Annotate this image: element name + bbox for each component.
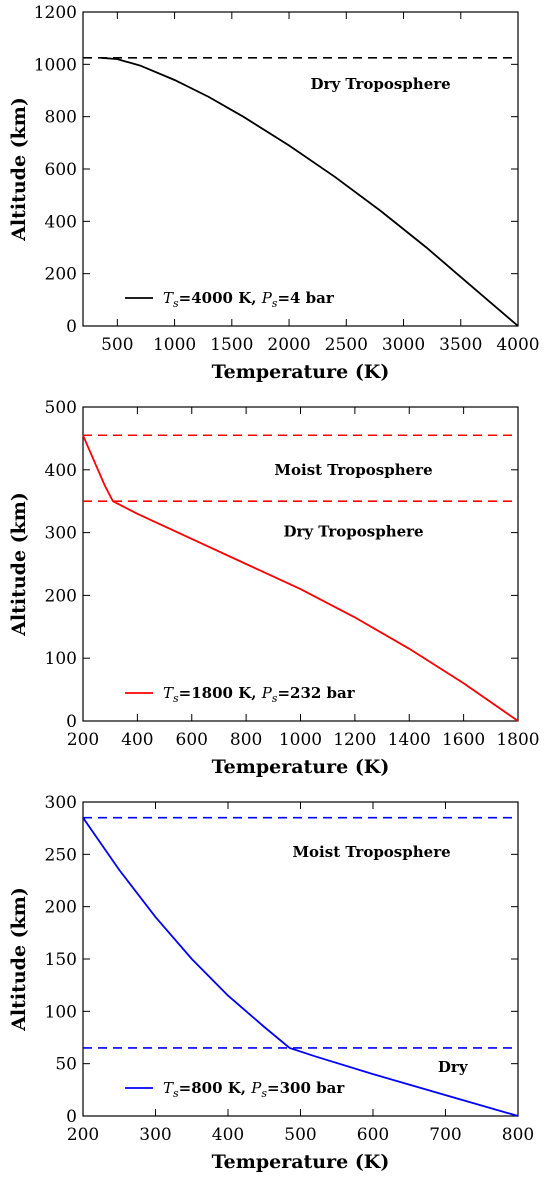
x-tick-label: 2500 xyxy=(325,335,368,355)
legend-text-part: =232 bar xyxy=(277,684,355,702)
annotation-label: Dry Troposphere xyxy=(311,75,451,93)
legend-entry: Ts=1800 K, Ps=232 bar xyxy=(163,684,356,705)
y-axis-label: Altitude (km) xyxy=(8,492,30,637)
x-tick-label: 4000 xyxy=(496,335,539,355)
y-tick-label: 0 xyxy=(66,1107,77,1127)
y-tick-label: 500 xyxy=(45,398,77,418)
y-tick-label: 50 xyxy=(55,1055,77,1075)
x-axis-label: Temperature (K) xyxy=(212,756,390,778)
x-tick-label: 1500 xyxy=(210,335,253,355)
annotation-label: Moist Troposphere xyxy=(292,843,450,861)
y-tick-label: 0 xyxy=(66,712,77,732)
x-tick-label: 400 xyxy=(212,1125,244,1145)
x-tick-label: 200 xyxy=(67,1125,99,1145)
y-tick-label: 150 xyxy=(45,950,77,970)
legend-text-part: =1800 K, xyxy=(179,684,262,702)
annotation-label: Dry xyxy=(438,1058,469,1076)
x-tick-label: 300 xyxy=(139,1125,171,1145)
x-tick-label: 200 xyxy=(67,730,99,750)
x-tick-label: 400 xyxy=(121,730,153,750)
y-tick-label: 300 xyxy=(45,793,77,813)
x-tick-label: 700 xyxy=(429,1125,461,1145)
x-tick-label: 500 xyxy=(101,335,133,355)
x-tick-label: 1600 xyxy=(442,730,485,750)
y-tick-label: 0 xyxy=(66,317,77,337)
annotation-label: Dry Troposphere xyxy=(283,522,423,540)
x-axis-label: Temperature (K) xyxy=(212,1151,390,1173)
x-tick-label: 3000 xyxy=(382,335,425,355)
x-tick-label: 500 xyxy=(284,1125,316,1145)
y-tick-label: 300 xyxy=(45,524,77,544)
annotation-label: Moist Troposphere xyxy=(274,461,432,479)
legend-text-part: =4 bar xyxy=(277,289,334,307)
plot-frame xyxy=(83,407,518,721)
y-tick-label: 600 xyxy=(45,160,77,180)
x-tick-label: 1400 xyxy=(388,730,431,750)
x-tick-label: 1200 xyxy=(333,730,376,750)
x-tick-label: 800 xyxy=(502,1125,534,1145)
plot-frame xyxy=(83,12,518,326)
series-line xyxy=(101,58,518,326)
y-tick-label: 400 xyxy=(45,461,77,481)
y-tick-label: 400 xyxy=(45,212,77,232)
legend-text-part: =800 K, xyxy=(179,1079,252,1097)
y-tick-label: 1000 xyxy=(34,55,77,75)
legend-entry: Ts=4000 K, Ps=4 bar xyxy=(163,289,335,310)
x-tick-label: 1000 xyxy=(279,730,322,750)
y-tick-label: 100 xyxy=(45,649,77,669)
y-tick-label: 200 xyxy=(45,265,77,285)
y-axis-label: Altitude (km) xyxy=(8,887,30,1032)
x-tick-label: 1800 xyxy=(496,730,539,750)
chart-panel-2: 200 400 600 800 1000 1200 1400 1600 1800 0 100 200 3… xyxy=(8,398,540,778)
y-axis-label: Altitude (km) xyxy=(8,97,30,242)
x-tick-label: 600 xyxy=(357,1125,389,1145)
y-tick-label: 100 xyxy=(45,1002,77,1022)
y-tick-label: 200 xyxy=(45,586,77,606)
y-tick-label: 200 xyxy=(45,898,77,918)
legend-text-part: =300 bar xyxy=(267,1079,345,1097)
legend-entry: Ts=800 K, Ps=300 bar xyxy=(163,1079,345,1100)
x-axis-label: Temperature (K) xyxy=(212,361,390,383)
legend-text-part: =4000 K, xyxy=(179,289,262,307)
x-tick-label: 2000 xyxy=(267,335,310,355)
x-tick-label: 600 xyxy=(176,730,208,750)
x-tick-label: 3500 xyxy=(439,335,482,355)
y-tick-label: 800 xyxy=(45,108,77,128)
y-tick-label: 1200 xyxy=(34,3,77,23)
y-tick-label: 250 xyxy=(45,845,77,865)
chart-panel-3: 200 300 400 500 600 700 800 0 50 100 150 200 250 300 T… xyxy=(8,793,534,1173)
x-tick-label: 1000 xyxy=(153,335,196,355)
chart-panel-1: 500 1000 1500 2000 2500 3000 3500 4000 0 200 400 60… xyxy=(8,3,540,383)
x-tick-label: 800 xyxy=(230,730,262,750)
